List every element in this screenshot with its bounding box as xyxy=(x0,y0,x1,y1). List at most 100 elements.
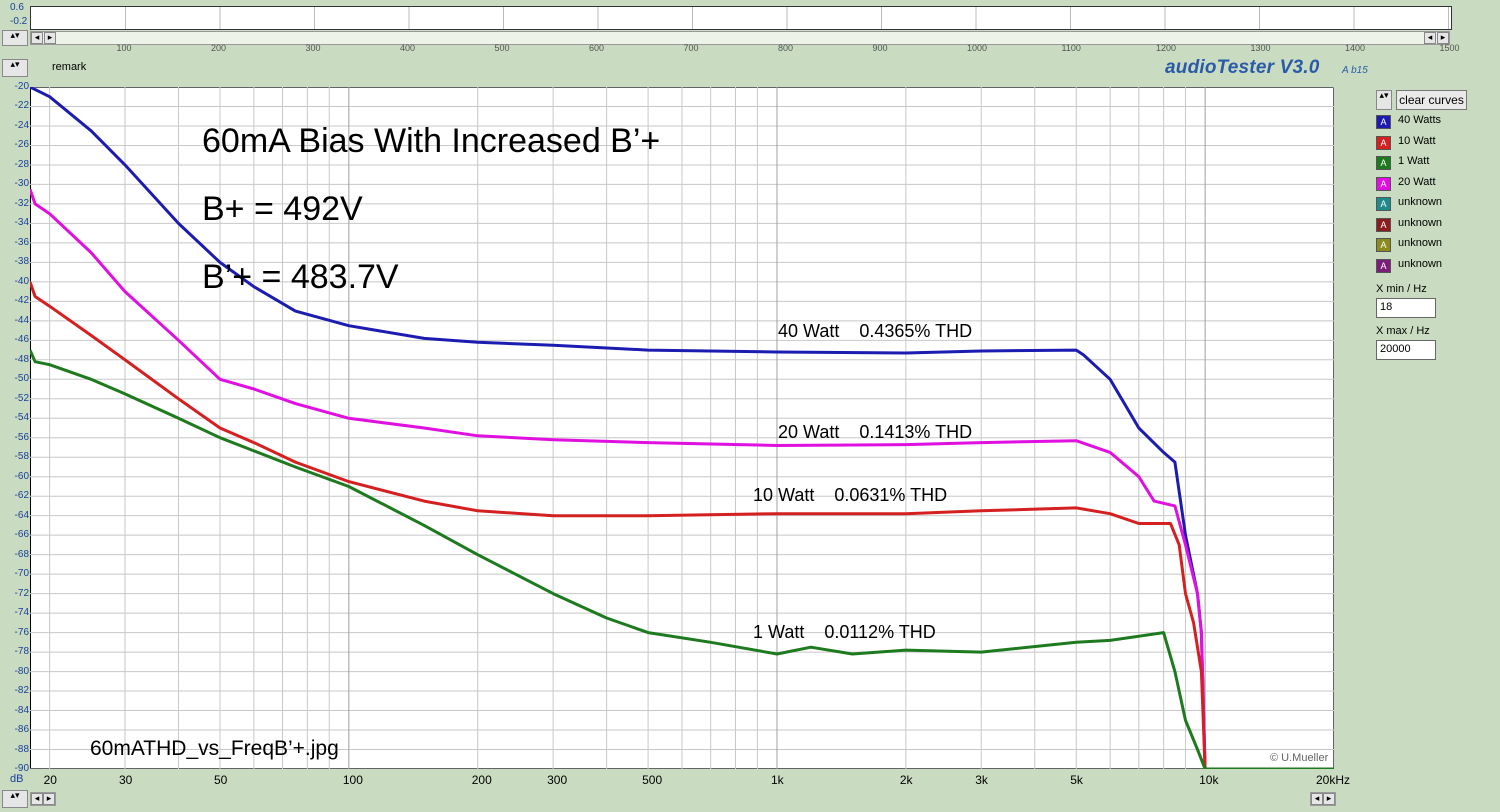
scroll-left-icon[interactable]: ◂ xyxy=(31,793,43,805)
y-tick-label: -68 xyxy=(14,548,29,560)
y-tick-label: -64 xyxy=(14,509,29,521)
legend-label: unknown xyxy=(1398,216,1443,229)
mini-scope-x-label: 500 xyxy=(494,43,510,53)
chart-title-line-2: B+ = 492V xyxy=(202,190,363,228)
mini-scope-x-label: 800 xyxy=(778,43,794,53)
y-axis-unit: dB xyxy=(10,773,24,785)
y-tick-label: -28 xyxy=(14,158,29,170)
remark-label: remark xyxy=(52,61,87,73)
x-tick-label: 30 xyxy=(118,773,133,787)
copyright-label: © U.Mueller xyxy=(1270,752,1329,764)
y-tick-label: -76 xyxy=(14,626,29,638)
x-tick-label: 2k xyxy=(899,773,913,787)
legend-swatch-icon[interactable]: A xyxy=(1376,238,1391,252)
legend-label: 20 Watt xyxy=(1398,175,1436,188)
app-subtitle: A b15 xyxy=(1342,65,1368,76)
x-tick-label: 20 xyxy=(43,773,57,787)
chart-title-line-1: 60mA Bias With Increased B’+ xyxy=(202,122,661,160)
y-tick-label: -80 xyxy=(14,665,29,677)
legend-label: unknown xyxy=(1398,257,1443,270)
legend-swatch-icon[interactable]: A xyxy=(1376,115,1391,129)
series-line-40-watts xyxy=(30,87,1334,769)
remark-spin-button[interactable]: ▴▾ xyxy=(2,59,28,77)
y-tick-label: -24 xyxy=(14,119,29,131)
scroll-right-icon[interactable]: ▸ xyxy=(1323,793,1335,805)
y-tick-label: -32 xyxy=(14,197,29,209)
mini-scope-x-label: 900 xyxy=(872,43,888,53)
y-tick-label: -88 xyxy=(14,743,29,755)
scroll-left-icon[interactable]: ◂ xyxy=(1311,793,1323,805)
mini-scope-scrollbar[interactable]: ◂ ▸ ◂ ▸ xyxy=(30,31,1450,45)
bottom-scrollbar-right[interactable]: ◂ ▸ xyxy=(1310,792,1336,806)
mini-scope-strip: 0.6 -0.2 ▴▾ ◂ ▸ ◂ ▸ 100 200 300 400 500 600 70… xyxy=(0,0,1500,53)
y-tick-label: -42 xyxy=(14,295,29,307)
y-tick-label: -40 xyxy=(14,275,29,287)
y-tick-label: -66 xyxy=(14,529,29,541)
scroll-right-icon[interactable]: ▸ xyxy=(44,32,56,44)
xmin-label: X min / Hz xyxy=(1376,283,1427,295)
x-tick-label: 20kHz xyxy=(1316,773,1351,787)
annotation-1w: 1 Watt 0.0112% THD xyxy=(753,622,936,642)
y-tick-label: -82 xyxy=(14,685,29,697)
annotation-40w: 40 Watt 0.4365% THD xyxy=(778,321,973,341)
y-tick-label: -26 xyxy=(14,139,29,151)
xmin-field[interactable]: 18 xyxy=(1376,298,1436,318)
mini-scope-x-label: 700 xyxy=(683,43,699,53)
mini-scope-x-label: 1000 xyxy=(967,43,988,53)
mini-scope-x-label: 400 xyxy=(400,43,416,53)
legend-swatch-icon[interactable]: A xyxy=(1376,197,1391,211)
y-tick-label: -74 xyxy=(14,607,29,619)
y-tick-label: -84 xyxy=(14,704,29,716)
y-tick-label: -54 xyxy=(14,412,29,424)
mini-scope-x-label: 1400 xyxy=(1345,43,1366,53)
y-tick-label: -46 xyxy=(14,334,29,346)
x-tick-label: 5k xyxy=(1070,773,1083,787)
bottom-scrollbar-left[interactable]: ◂ ▸ xyxy=(30,792,56,806)
bottom-spin-button[interactable]: ▴▾ xyxy=(2,790,28,808)
legend-swatch-icon[interactable]: A xyxy=(1376,156,1391,170)
y-tick-label: -72 xyxy=(14,587,29,599)
xmax-label: X max / Hz xyxy=(1376,325,1430,337)
x-tick-label: 3k xyxy=(975,773,988,787)
x-tick-label: 10k xyxy=(1199,773,1219,787)
series-line-20-watt xyxy=(30,188,1334,769)
y-tick-label: -50 xyxy=(14,373,29,385)
y-tick-label: -62 xyxy=(14,490,29,502)
app-title: audioTester V3.0 xyxy=(1165,57,1320,78)
y-tick-label: -52 xyxy=(14,392,29,404)
scroll-left-icon[interactable]: ◂ xyxy=(31,32,43,44)
legend-label: unknown xyxy=(1398,196,1443,208)
y-tick-label: -60 xyxy=(14,470,29,482)
mini-scope-x-label: 200 xyxy=(211,43,227,53)
scroll-right-icon[interactable]: ▸ xyxy=(43,793,55,805)
y-tick-label: -90 xyxy=(14,763,29,774)
scroll-right-icon[interactable]: ▸ xyxy=(1437,32,1449,44)
x-tick-label: 500 xyxy=(642,773,663,787)
legend-spin-button[interactable]: ▴▾ xyxy=(1376,90,1392,110)
mini-scope-x-label: 1200 xyxy=(1156,43,1177,53)
mini-scope-x-label: 600 xyxy=(589,43,605,53)
y-tick-label: -30 xyxy=(14,178,29,190)
y-tick-label: -78 xyxy=(14,646,29,658)
mini-scope-x-label: 1100 xyxy=(1061,43,1081,53)
y-tick-label: -56 xyxy=(14,431,29,443)
x-tick-label: 200 xyxy=(471,773,492,787)
y-tick-label: -36 xyxy=(14,236,29,248)
y-tick-label: -20 xyxy=(14,81,29,92)
annotation-20w: 20 Watt 0.1413% THD xyxy=(778,422,973,442)
mini-scope-grid xyxy=(125,7,1449,29)
y-tick-label: -58 xyxy=(14,451,29,463)
legend-swatch-icon[interactable]: A xyxy=(1376,217,1391,232)
chart-title-line-3: B’+ = 483.7V xyxy=(202,258,399,296)
y-tick-label: -34 xyxy=(14,217,29,229)
annotation-10w: 10 Watt 0.0631% THD xyxy=(753,485,948,505)
clear-curves-button[interactable]: clear curves xyxy=(1396,90,1467,110)
legend-swatch-icon[interactable]: A xyxy=(1376,176,1391,191)
legend-swatch-icon[interactable]: A xyxy=(1376,258,1391,273)
scroll-left-icon[interactable]: ◂ xyxy=(1424,32,1436,44)
mini-scope-plot xyxy=(30,6,1452,30)
xmax-field[interactable]: 20000 xyxy=(1376,340,1436,360)
mini-scope-spin-button[interactable]: ▴▾ xyxy=(2,30,28,46)
x-tick-label: 50 xyxy=(213,773,228,787)
legend-swatch-icon[interactable]: A xyxy=(1376,135,1391,150)
